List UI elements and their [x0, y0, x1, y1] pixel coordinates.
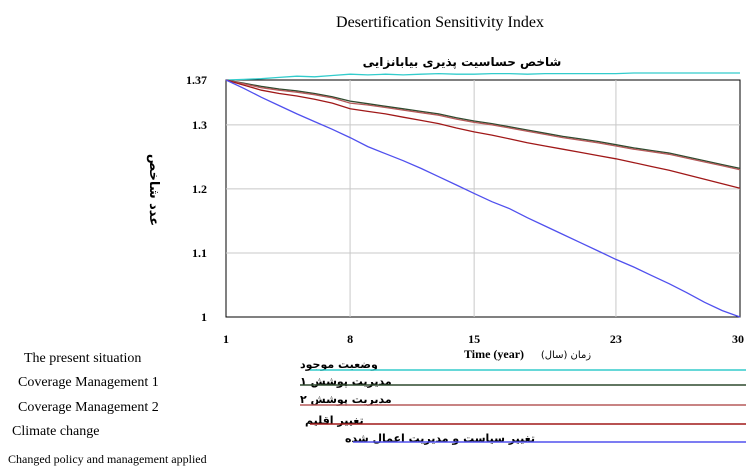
legend-label: The present situation	[24, 351, 141, 366]
y-tick-label: 1.2	[192, 182, 207, 196]
legend-label-fa: وضعیت موجود	[300, 358, 378, 371]
y-tick-label: 1.3	[192, 118, 207, 132]
x-axis-label: Time (year)	[464, 347, 524, 361]
y-tick-labels: 1 1.1 1.2 1.3 1.37	[186, 73, 207, 324]
series-line	[225, 79, 741, 318]
plot-area	[225, 79, 741, 318]
legend: The present situation وضعیت موجود Coverage…	[8, 351, 746, 466]
legend-label-fa: تغییر سیاست و مدیریت اعمال شده	[345, 432, 535, 445]
y-tick-label: 1	[201, 310, 207, 324]
series-lines	[225, 72, 741, 318]
legend-label: Coverage Management 2	[18, 400, 159, 415]
x-tick-label: 23	[610, 332, 622, 346]
y-tick-label: 1.1	[192, 246, 207, 260]
x-tick-label: 8	[347, 332, 353, 346]
series-line	[225, 79, 741, 170]
legend-label-fa: تغییر اقلیم	[305, 414, 364, 427]
legend-label-fa: مدیریت پوشش ۱	[300, 375, 392, 388]
x-tick-labels: 1 8 15 23 30	[223, 332, 744, 346]
x-tick-label: 15	[468, 332, 480, 346]
x-tick-label: 30	[732, 332, 744, 346]
chart-title: Desertification Sensitivity Index	[336, 14, 544, 31]
y-tick-label: 1.37	[186, 73, 207, 87]
x-tick-label: 1	[223, 332, 229, 346]
chart-subtitle: شاخص حساسیت پذیری بیابانزایی	[363, 55, 562, 69]
legend-label: Changed policy and management applied	[8, 452, 207, 466]
legend-label: Coverage Management 1	[18, 375, 159, 390]
series-line	[225, 79, 741, 189]
x-axis-label-fa: زمان (سال)	[541, 350, 591, 361]
series-line	[225, 72, 740, 81]
y-axis-label: عدد شاخص	[146, 154, 161, 226]
series-line	[225, 79, 741, 171]
legend-label: Climate change	[12, 424, 99, 439]
grid-lines	[226, 80, 740, 317]
legend-label-fa: مدیریت پوشش ۲	[300, 393, 392, 406]
